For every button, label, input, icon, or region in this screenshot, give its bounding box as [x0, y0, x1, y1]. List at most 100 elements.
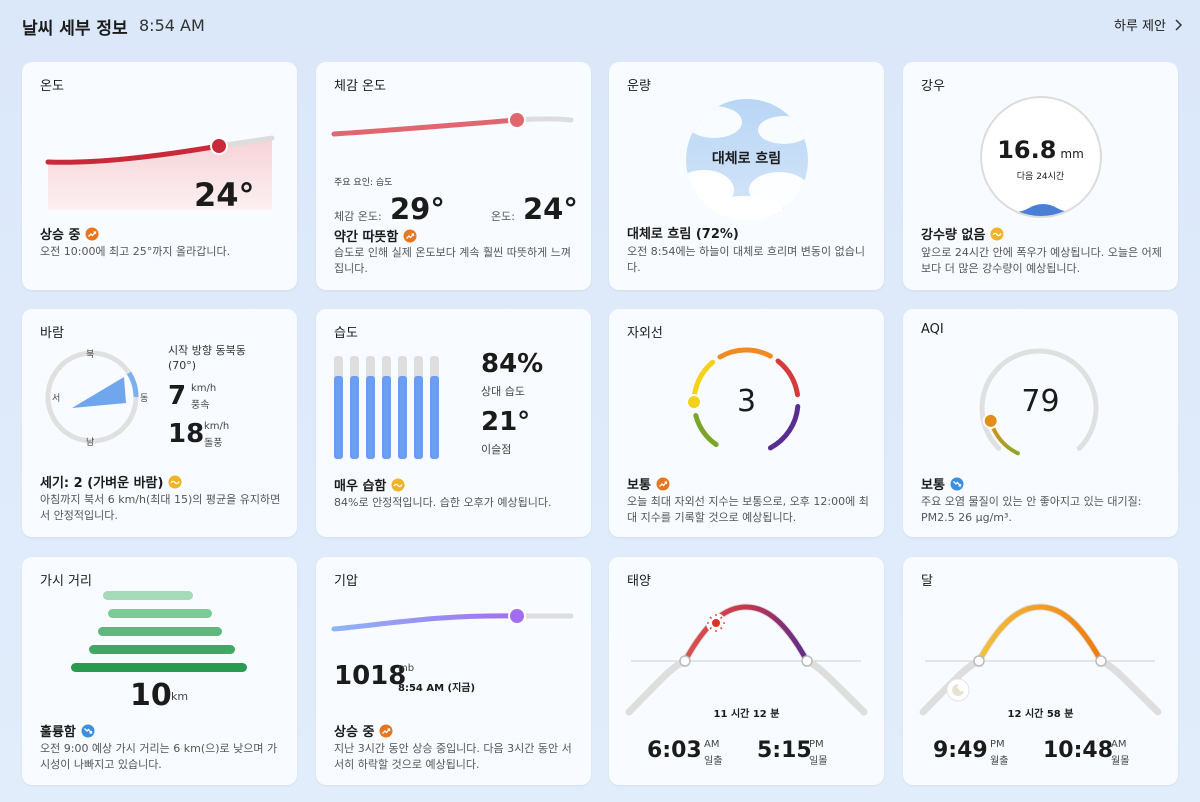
chevron-icon	[1175, 18, 1182, 31]
speed-unit: km/h	[191, 383, 217, 394]
visibility-unit: km	[171, 690, 189, 703]
temperature-graph	[45, 135, 275, 210]
update-time: 8:54 AM	[139, 16, 205, 35]
sun-card: 태양 11 시간 12 분 6:03 AM 일출 5:15 PM 일몰	[609, 557, 884, 785]
description: 오전 10:00에 최고 25°까지 올라갑니다.	[40, 245, 231, 258]
steady-icon	[168, 475, 182, 488]
status: 보통	[627, 474, 670, 493]
sunset-label: 일몰	[809, 756, 828, 767]
card-title: 달	[921, 574, 933, 589]
cloud-center-label: 대체로 흐림	[711, 151, 782, 167]
moonset-label: 월몰	[1111, 756, 1130, 767]
trend-icon	[656, 477, 670, 490]
sunset-period: PM	[809, 739, 824, 750]
temp-value: 24°	[523, 192, 578, 226]
temperature-card: 온도 24° 상승 중 오전 10:00에 최고 25°까지 올라갑니다.	[22, 62, 297, 290]
amount-value: 16.8	[997, 136, 1057, 164]
moon-duration: 12 시간 58 분	[1007, 709, 1074, 720]
status-text: 매우 습함	[334, 479, 387, 494]
gust-unit: km/h	[204, 421, 230, 432]
steady-icon	[990, 227, 1004, 240]
link-text: 하루 제안	[1114, 19, 1166, 34]
visibility-card: 가시 거리 10 km 훌륭함 오전 9:00 예상 가시 거리는 6 km(으…	[22, 557, 297, 785]
west-label: 서	[52, 394, 61, 404]
moonrise-label: 월출	[990, 756, 1009, 767]
rain-gauge	[980, 96, 1102, 218]
moonrise-period: PM	[990, 739, 1005, 750]
amount-unit: mm	[1060, 147, 1084, 161]
status: 세기: 2 (가벼운 바람)	[40, 472, 182, 491]
uv-value: 3	[736, 384, 757, 419]
visibility-value: 10	[130, 678, 172, 713]
status-text: 대체로 흐림 (72%)	[627, 227, 739, 242]
status-text: 상승 중	[40, 228, 81, 243]
card-title: 습도	[334, 326, 358, 341]
south-label: 남	[86, 438, 95, 448]
pressure-graph	[331, 607, 574, 632]
moonset-period: AM	[1111, 739, 1127, 750]
falling-icon	[950, 477, 964, 490]
status: 상승 중	[334, 721, 393, 740]
steady-icon	[391, 478, 405, 491]
status-text: 상승 중	[334, 725, 375, 740]
description: 습도로 인해 실제 온도보다 계속 훨씬 따뜻하게 느껴집니다.	[334, 246, 571, 275]
daylight-duration: 11 시간 12 분	[713, 709, 780, 720]
rain-period: 다음 24시간	[1016, 172, 1065, 182]
status: 매우 습함	[334, 475, 405, 494]
trend-icon	[85, 227, 99, 240]
moon-card: 달 12 시간 58 분 9:49 PM 월출 10:48 AM 월몰	[903, 557, 1178, 785]
aqi-value: 79	[1021, 384, 1060, 419]
description: 앞으로 24시간 안에 폭우가 예상됩니다. 오늘은 어제보다 더 많은 강수량…	[921, 246, 1162, 275]
dew-point-label: 이슬점	[481, 443, 512, 456]
feels-like-card: 체감 온도 주요 요인: 습도 체감 온도: 29° 온도: 24° 약간 따뜻…	[316, 62, 591, 290]
card-title: 태양	[627, 574, 651, 589]
description: 오전 8:54에는 하늘이 대체로 흐리며 변동이 없습니다.	[627, 245, 865, 274]
sunrise-label: 일출	[704, 756, 723, 767]
humidity-card: 습도 84% 상대 습도 21° 이슬점 매우 습함 84%로 안정적입니다. …	[316, 309, 591, 537]
rain-amount: 16.8 mm	[903, 136, 1178, 164]
trend-icon	[379, 724, 393, 737]
wind-gust: 18	[168, 419, 205, 449]
moonrise-time: 9:49	[933, 738, 988, 763]
humidity-bars	[334, 356, 439, 459]
uv-card: 자외선 3 보통 오늘 최대 자외선 지수는 보통으로, 오후 12:00에 최…	[609, 309, 884, 537]
wind-direction: 시작 방향 동북동 (70°)	[168, 344, 246, 372]
status: 강수량 없음	[921, 224, 1004, 243]
card-title: 가시 거리	[40, 574, 92, 589]
main-factor: 주요 요인: 습도	[334, 178, 393, 188]
moonset-time: 10:48	[1043, 738, 1114, 763]
aqi-card: AQI 79 보통 주요 오염 물질이 있는 안 좋아지고 있는 대기질: PM…	[903, 309, 1178, 537]
card-title: 체감 온도	[334, 79, 386, 94]
status-text: 강수량 없음	[921, 228, 986, 243]
sunset-time: 5:15	[757, 738, 812, 763]
status: 훌륭함	[40, 721, 95, 740]
uv-gauge	[686, 347, 801, 451]
card-title: 온도	[40, 79, 64, 94]
card-title: AQI	[921, 322, 944, 337]
humidity-value: 84%	[481, 349, 544, 379]
wind-card: 바람 북 서 동 남 시작 방향 동북동 (70°) 7 km/h 풍속 18 …	[22, 309, 297, 537]
dew-point-value: 21°	[481, 407, 531, 437]
speed-label: 풍속	[191, 400, 210, 411]
visibility-bars	[71, 591, 247, 672]
east-label: 동	[140, 394, 149, 404]
status-text: 보통	[921, 478, 945, 493]
card-title: 자외선	[627, 326, 663, 341]
card-title: 기압	[334, 574, 358, 589]
status-text: 보통	[627, 478, 651, 493]
moon-path	[919, 603, 1162, 716]
sunrise-period: AM	[704, 739, 720, 750]
compass	[45, 350, 139, 444]
trend-icon	[403, 229, 417, 242]
feels-like-graph	[331, 111, 574, 137]
page-title: 날씨 세부 정보	[22, 19, 128, 39]
pressure-time: 8:54 AM (지금)	[398, 683, 476, 694]
precipitation-card: 강우 16.8 mm 다음 24시간 강수량 없음 앞으로 24시간 안에 폭우가…	[903, 62, 1178, 290]
status-text: 세기: 2 (가벼운 바람)	[40, 476, 164, 491]
day-suggestion-link[interactable]: 하루 제안	[1114, 15, 1182, 34]
card-title: 바람	[40, 326, 64, 341]
feels-value: 29°	[390, 192, 445, 226]
description: 주요 오염 물질이 있는 안 좋아지고 있는 대기질: PM2.5 26 µg/…	[921, 495, 1142, 524]
temp-label: 온도:	[491, 210, 515, 223]
